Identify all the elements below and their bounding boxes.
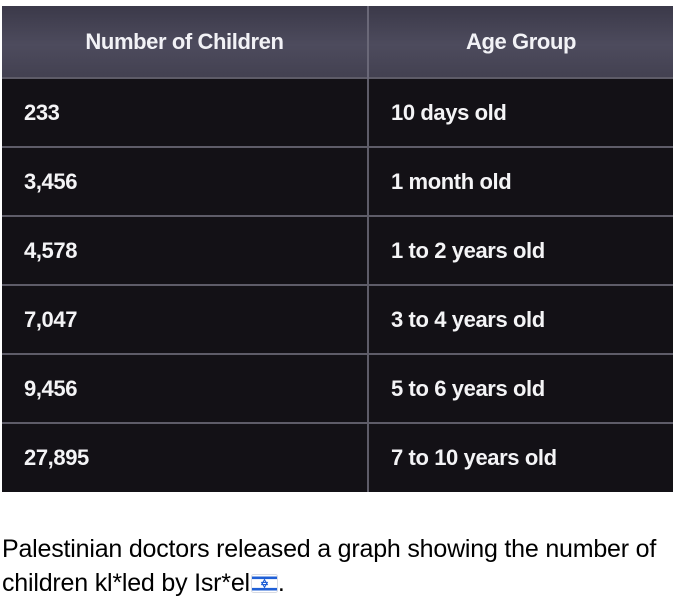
table-header-row: Number of Children Age Group <box>2 6 673 78</box>
age-group-cell: 5 to 6 years old <box>368 353 673 423</box>
children-count-cell: 27,895 <box>2 422 369 492</box>
caption-period: . <box>277 569 285 597</box>
children-count-cell: 4,578 <box>2 215 369 285</box>
age-group-cell: 10 days old <box>368 77 673 147</box>
post-caption: Palestinian doctors released a graph sho… <box>2 532 676 600</box>
table-row: 3,456 1 month old <box>2 146 673 216</box>
israel-flag-icon <box>250 568 278 593</box>
children-count-cell: 7,047 <box>2 284 369 354</box>
caption-text: Palestinian doctors released a graph sho… <box>2 535 657 597</box>
table-row: 27,895 7 to 10 years old <box>2 422 673 492</box>
column-header-age-group: Age Group <box>368 6 673 78</box>
table-row: 233 10 days old <box>2 77 673 147</box>
table-row: 7,047 3 to 4 years old <box>2 284 673 354</box>
table-row: 9,456 5 to 6 years old <box>2 353 673 423</box>
age-group-cell: 7 to 10 years old <box>368 422 673 492</box>
children-count-cell: 9,456 <box>2 353 369 423</box>
age-group-cell: 1 month old <box>368 146 673 216</box>
post-image[interactable]: Number of Children Age Group 233 10 days… <box>2 6 673 492</box>
table-row: 4,578 1 to 2 years old <box>2 215 673 285</box>
children-age-table: Number of Children Age Group 233 10 days… <box>2 6 673 492</box>
children-count-cell: 3,456 <box>2 146 369 216</box>
children-count-cell: 233 <box>2 77 369 147</box>
age-group-cell: 1 to 2 years old <box>368 215 673 285</box>
age-group-cell: 3 to 4 years old <box>368 284 673 354</box>
column-header-number-of-children: Number of Children <box>2 6 369 78</box>
